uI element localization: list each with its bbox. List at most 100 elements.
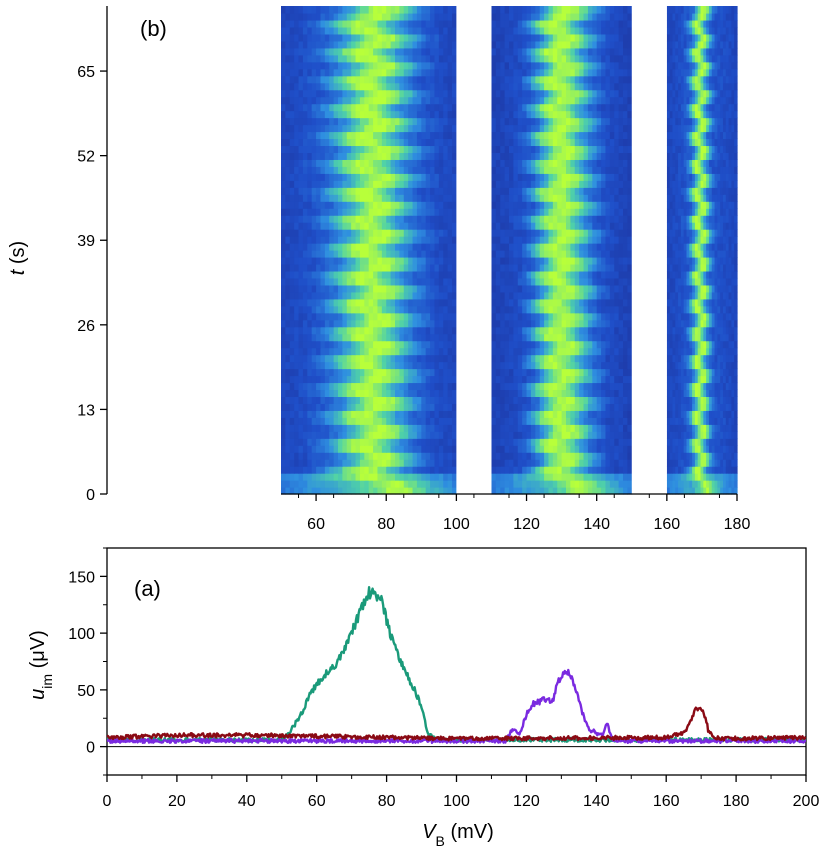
heatmap-cell: [566, 487, 571, 495]
heatmap-cell: [412, 40, 418, 49]
heatmap-cell: [430, 152, 436, 160]
heatmap-cell: [294, 138, 300, 147]
heatmap-cell: [609, 68, 615, 77]
heatmap-cell: [359, 305, 365, 314]
heatmap-cell: [381, 173, 387, 181]
heatmap-cell: [500, 438, 506, 446]
heatmap-cell: [609, 110, 615, 119]
heatmap-cell: [552, 159, 558, 167]
heatmap-cell: [535, 131, 541, 140]
heatmap-cell: [346, 445, 352, 453]
heatmap-cell: [609, 361, 615, 370]
heatmap-cell: [530, 452, 536, 460]
heatmap-cell: [614, 215, 620, 223]
heatmap-cell: [412, 229, 418, 237]
heatmap-cell: [557, 229, 563, 237]
heatmap-cell: [355, 117, 361, 126]
heatmap-cell: [373, 166, 379, 174]
heatmap-cell: [320, 263, 326, 272]
heatmap-cell: [452, 445, 457, 453]
heatmap-cell: [281, 96, 286, 105]
heatmap-cell: [447, 431, 453, 439]
heatmap-cell: [618, 480, 624, 488]
heatmap-cell: [338, 215, 343, 223]
heatmap-cell: [285, 12, 291, 21]
heatmap-cell: [408, 410, 414, 418]
heatmap-cell: [355, 152, 361, 160]
heatmap-cell: [333, 243, 339, 251]
heatmap-cell: [535, 424, 541, 432]
heatmap-cell: [285, 243, 291, 251]
heatmap-cell: [513, 326, 519, 335]
heatmap-cell: [504, 250, 510, 258]
heatmap-cell: [329, 82, 335, 91]
heatmap-cell: [504, 110, 510, 119]
heatmap-cell: [618, 26, 624, 35]
heatmap-cell: [587, 431, 593, 439]
heatmap-cell: [605, 270, 611, 279]
heatmap-cell: [517, 389, 523, 397]
heatmap-cell: [539, 250, 545, 258]
heatmap-cell: [395, 68, 400, 77]
heatmap-cell: [346, 19, 352, 28]
heatmap-cell: [324, 180, 330, 188]
heatmap-cell: [495, 61, 501, 70]
heatmap-cell: [338, 319, 343, 328]
heatmap-cell: [359, 47, 365, 56]
heatmap-cell: [316, 319, 322, 328]
heatmap-cell: [579, 459, 585, 467]
heatmap-cell: [333, 284, 339, 293]
heatmap-cell: [421, 145, 427, 153]
heatmap-cell: [504, 243, 510, 251]
heatmap-cell: [421, 40, 427, 49]
heatmap-cell: [517, 145, 523, 153]
heatmap-cell: [574, 236, 580, 244]
heatmap-cell: [443, 368, 449, 377]
heatmap-cell: [495, 452, 501, 460]
heatmap-cell: [522, 110, 528, 119]
heatmap-cell: [500, 61, 506, 70]
heatmap-cell: [346, 47, 352, 56]
heatmap-cell: [351, 110, 357, 119]
heatmap-cell: [390, 89, 396, 98]
heatmap-cell: [289, 452, 295, 460]
heatmap-cell: [609, 368, 615, 377]
heatmap-cell: [618, 305, 624, 314]
heatmap-cell: [605, 75, 611, 84]
heatmap-cell: [403, 389, 409, 397]
heatmap-cell: [302, 201, 308, 209]
heatmap-cell: [601, 201, 607, 209]
heatmap-cell: [408, 375, 414, 384]
heatmap-cell: [557, 270, 563, 279]
heatmap-cell: [570, 333, 576, 342]
heatmap-cell: [614, 138, 620, 147]
heatmap-cell: [368, 347, 374, 356]
heatmap-cell: [390, 68, 396, 77]
heatmap-cell: [346, 124, 352, 133]
heatmap-cell: [544, 305, 550, 314]
heatmap-cell: [311, 319, 317, 328]
heatmap-cell: [544, 33, 550, 42]
heatmap-cell: [302, 117, 308, 126]
heatmap-cell: [390, 40, 396, 49]
heatmap-cell: [294, 375, 300, 384]
heatmap-cell: [333, 145, 339, 153]
heatmap-cell: [403, 19, 409, 28]
heatmap-cell: [346, 159, 352, 167]
heatmap-cell: [338, 382, 343, 391]
heatmap-cell: [285, 396, 291, 404]
heatmap-cell: [570, 396, 576, 404]
heatmap-cell: [368, 480, 374, 488]
heatmap-cell: [333, 215, 339, 223]
heatmap-cell: [412, 396, 418, 404]
heatmap-cell: [570, 180, 576, 188]
heatmap-cell: [544, 26, 550, 35]
heatmap-cell: [399, 368, 405, 377]
heatmap-cell: [285, 277, 291, 286]
heatmap-cell: [618, 361, 624, 370]
heatmap-cell: [307, 96, 313, 105]
heatmap-cell: [609, 347, 615, 356]
heatmap-cell: [579, 396, 585, 404]
heatmap-cell: [596, 187, 602, 195]
heatmap-cell: [307, 19, 313, 28]
